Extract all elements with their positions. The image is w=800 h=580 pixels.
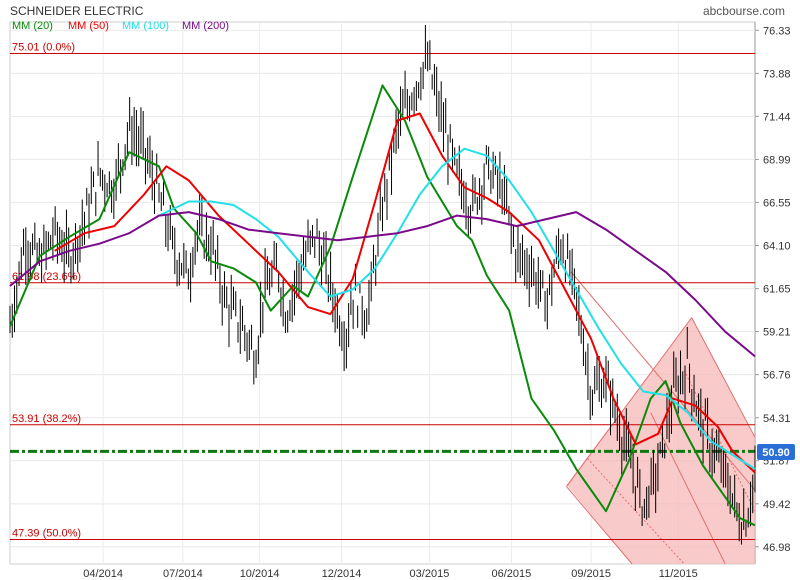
legend-item: MM (50): [68, 20, 109, 32]
series-line-mm100: [158, 147, 756, 470]
x-tick-label: 11/2015: [659, 568, 698, 580]
y-tick-label: 54.31: [763, 413, 791, 425]
x-tick-label: 09/2015: [571, 568, 611, 580]
y-tick-label: 56.76: [763, 370, 791, 382]
moving-averages: [9, 84, 756, 527]
last-value-label: 50.90: [762, 447, 790, 459]
legend-item: MM (200): [182, 20, 229, 32]
y-tick-label: 66.55: [763, 197, 791, 209]
y-tick-label: 71.44: [763, 111, 791, 123]
x-tick-label: 04/2014: [83, 568, 123, 580]
legend: MM (20) MM (50) MM (100) MM (200): [12, 20, 229, 32]
x-tick-label: 10/2014: [240, 568, 280, 580]
price-bars: [9, 24, 756, 545]
channel-left-edge: [566, 486, 633, 565]
series-line-mm50: [54, 112, 756, 474]
series-line-mm200: [9, 211, 756, 358]
y-tick-label: 76.33: [763, 25, 791, 37]
x-tick-label: 12/2014: [322, 568, 362, 580]
chart-title: SCHNEIDER ELECTRIC: [10, 4, 144, 18]
y-tick-label: 59.21: [763, 327, 791, 339]
channel-upper-line: [570, 271, 756, 491]
x-axis-ticks: 04/2014 07/2014 10/2014 12/2014 03/2015 06/20…: [83, 568, 697, 580]
y-tick-label: 68.99: [763, 154, 791, 166]
fib-level-label: 75.01 (0.0%): [12, 41, 75, 53]
fib-level-label: 53.91 (38.2%): [12, 413, 81, 425]
regression-channel: [566, 271, 756, 565]
channel-fill: [566, 317, 755, 564]
y-tick-label: 46.98: [763, 542, 791, 554]
x-tick-label: 07/2014: [163, 568, 203, 580]
channel-right-edge: [691, 317, 756, 438]
y-tick-label: 49.42: [763, 499, 791, 511]
legend-item: MM (20): [12, 20, 53, 32]
legend-item: MM (100): [122, 20, 169, 32]
channel-inner-line: [650, 412, 726, 565]
fib-level-label: 47.39 (50.0%): [12, 528, 81, 540]
source-watermark: abcbourse.com: [703, 4, 785, 18]
x-tick-label: 06/2015: [492, 568, 532, 580]
x-tick-label: 03/2015: [410, 568, 450, 580]
last-value-badge: 50.90: [757, 444, 795, 460]
y-tick-label: 64.10: [763, 240, 791, 252]
y-tick-label: 73.88: [763, 68, 791, 80]
y-tick-label: 61.65: [763, 284, 791, 296]
